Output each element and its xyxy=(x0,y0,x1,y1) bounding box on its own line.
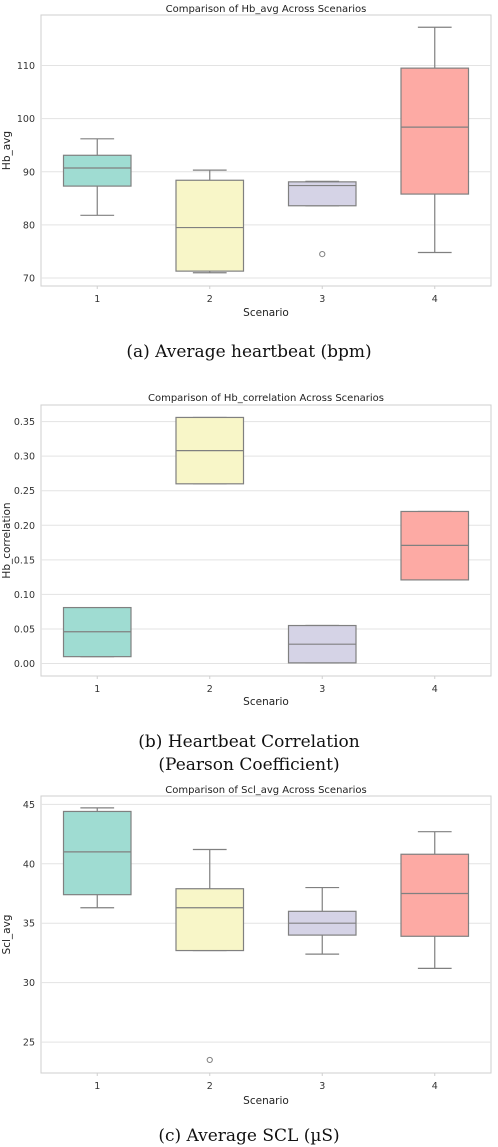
figure-caption: (c) Average SCL (µS) xyxy=(158,1126,339,1146)
y-tick-label: 110 xyxy=(17,61,35,72)
x-tick-label: 3 xyxy=(319,684,325,695)
x-tick-label: 1 xyxy=(94,294,100,305)
y-tick-label: 90 xyxy=(23,167,35,178)
x-tick-label: 3 xyxy=(319,294,325,305)
x-tick-label: 1 xyxy=(94,684,100,695)
outlier-point xyxy=(319,251,326,258)
chart-panel-3: 25 30 35 40 45 1 2 3 4 Comparison of Scl_avg Acro… xyxy=(1,785,492,1146)
y-tick-label: 0.10 xyxy=(14,590,35,601)
x-tick-label: 2 xyxy=(207,1081,213,1092)
chart-panel-1: 70 80 90 100 110 1 2 3 4 Comparison of Hb_avg Acr… xyxy=(1,4,492,362)
y-tick-label: 0.30 xyxy=(14,452,35,463)
figure-caption: (b) Heartbeat Correlation xyxy=(138,732,359,752)
box-scenario-1 xyxy=(62,810,132,896)
y-axis-label: Scl_avg xyxy=(1,915,13,955)
box-scenario-3 xyxy=(287,181,357,207)
chart-panel-2: 0.00 0.05 0.10 0.15 0.20 0.25 0.30 0.35 1 2 3 4 Comp… xyxy=(1,393,492,775)
y-tick-label: 80 xyxy=(23,220,35,231)
box-scenario-1 xyxy=(62,154,132,187)
chart-title: Comparison of Hb_avg Across Scenarios xyxy=(166,4,367,15)
y-tick-label: 0.05 xyxy=(14,624,35,635)
box-scenario-2 xyxy=(175,888,245,952)
y-tick-label: 70 xyxy=(23,274,35,285)
x-tick-label: 4 xyxy=(432,684,438,695)
y-tick-label: 30 xyxy=(23,978,35,989)
box-scenario-4 xyxy=(400,853,470,937)
y-tick-label: 0.20 xyxy=(14,521,35,532)
x-tick-label: 4 xyxy=(432,294,438,305)
x-tick-label: 1 xyxy=(94,1081,100,1092)
y-tick-label: 45 xyxy=(23,800,35,811)
x-axis-label: Scenario xyxy=(243,696,289,708)
outlier-point xyxy=(206,1056,213,1064)
x-tick-label: 3 xyxy=(319,1081,325,1092)
y-tick-label: 0.00 xyxy=(14,659,35,670)
y-axis-label: Hb_correlation xyxy=(1,502,13,578)
y-tick-label: 0.25 xyxy=(14,486,35,497)
x-tick-label: 2 xyxy=(207,684,213,695)
y-tick-label: 35 xyxy=(23,919,35,930)
y-tick-label: 0.15 xyxy=(14,555,35,566)
box-scenario-2 xyxy=(175,179,245,272)
chart-title: Comparison of Scl_avg Across Scenarios xyxy=(165,785,367,796)
y-tick-label: 100 xyxy=(17,114,35,125)
y-tick-label: 0.35 xyxy=(14,417,35,428)
y-axis-label: Hb_avg xyxy=(1,131,13,170)
x-axis-label: Scenario xyxy=(243,307,289,319)
y-tick-label: 25 xyxy=(23,1038,35,1049)
x-axis-label: Scenario xyxy=(243,1095,289,1107)
figure-caption: (a) Average heartbeat (bpm) xyxy=(126,342,371,362)
x-tick-label: 2 xyxy=(207,294,213,305)
figure-caption: (Pearson Coefficient) xyxy=(158,755,339,775)
chart-title: Comparison of Hb_correlation Across Scen… xyxy=(148,393,384,404)
x-tick-label: 4 xyxy=(432,1081,438,1092)
y-tick-label: 40 xyxy=(23,859,35,870)
box-scenario-4 xyxy=(400,67,470,195)
